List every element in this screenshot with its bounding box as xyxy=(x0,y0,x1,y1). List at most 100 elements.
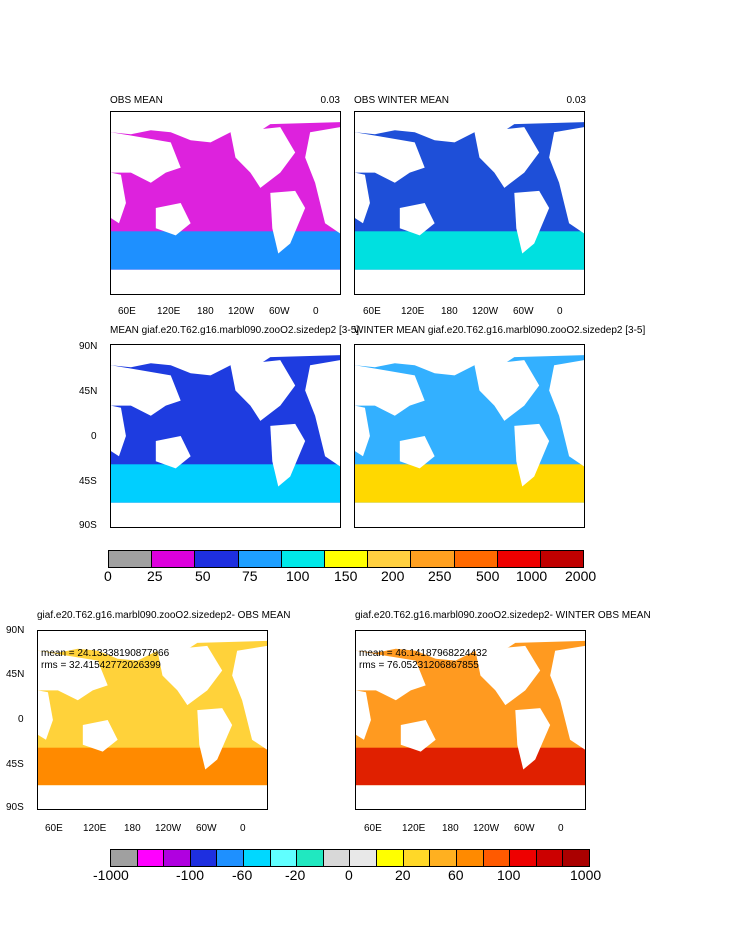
colorbar-bottom xyxy=(110,849,590,867)
mean-value: mean = 46.14187968224432 xyxy=(359,648,488,659)
colorbar-swatch xyxy=(109,551,153,567)
southern-ocean-band xyxy=(111,464,340,503)
lat-label: 90N xyxy=(6,625,25,636)
lon-label: 180 xyxy=(441,306,458,317)
rms-value: rms = 32.41542772026399 xyxy=(41,660,161,671)
africa-europe-landmask xyxy=(549,127,584,234)
lon-label: 60W xyxy=(269,306,290,317)
north-landmask xyxy=(111,345,340,376)
lon-label: 60W xyxy=(514,823,535,834)
colorbar-swatch xyxy=(563,850,589,866)
lat-label: 45S xyxy=(6,759,24,770)
panel-title: MEAN giaf.e20.T62.g16.marbl090.zooO2.siz… xyxy=(110,325,360,336)
colorbar-swatch xyxy=(368,551,412,567)
south-america-landmask xyxy=(270,423,306,487)
colorbar-swatch xyxy=(411,551,455,567)
africa-west-landmask xyxy=(356,690,371,740)
colorbar-label: 500 xyxy=(476,568,500,584)
antarctica-landmask xyxy=(111,269,340,294)
colorbar-swatch xyxy=(350,850,378,866)
north-landmask xyxy=(38,631,267,661)
lat-label: 90S xyxy=(6,802,24,813)
colorbar-swatch xyxy=(497,551,541,567)
lon-label: 120W xyxy=(228,306,255,317)
asia-landmask xyxy=(355,132,425,183)
antarctica-landmask xyxy=(38,785,267,809)
ocean-field xyxy=(355,345,584,527)
australia-landmask xyxy=(400,720,436,752)
lon-label: 60W xyxy=(513,306,534,317)
lon-label: 0 xyxy=(240,823,246,834)
africa-west-landmask xyxy=(355,172,370,224)
colorbar-swatch xyxy=(324,551,369,567)
africa-west-landmask xyxy=(111,172,126,224)
lon-label: 120W xyxy=(472,306,499,317)
australia-landmask xyxy=(399,203,435,236)
lon-label: 180 xyxy=(442,823,459,834)
south-america-landmask xyxy=(270,190,306,254)
colorbar-label: 1000 xyxy=(570,867,602,883)
north-landmask xyxy=(355,345,584,376)
lat-label: 45N xyxy=(79,386,98,397)
asia-landmask xyxy=(38,650,108,701)
asia-landmask xyxy=(356,650,426,701)
africa-europe-landmask xyxy=(305,360,340,467)
africa-europe-landmask xyxy=(232,645,267,750)
colorbar-label: 1000 xyxy=(516,568,548,584)
panel-title: giaf.e20.T62.g16.marbl090.zooO2.sizedep2… xyxy=(37,610,291,621)
asia-landmask xyxy=(111,132,181,183)
colorbar-swatch xyxy=(137,850,165,866)
south-america-landmask xyxy=(515,708,551,770)
map-obs-winter-mean xyxy=(354,111,585,295)
colorbar-swatch xyxy=(152,551,196,567)
colorbar-swatch xyxy=(217,850,245,866)
map-model-winter-mean xyxy=(354,344,585,528)
colorbar-swatch xyxy=(454,551,498,567)
colorbar-label: -20 xyxy=(285,867,306,883)
panel-corner-value: 0.03 xyxy=(566,95,586,106)
lat-label: 45N xyxy=(6,669,25,680)
colorbar-swatch xyxy=(111,850,138,866)
colorbar-label: 250 xyxy=(428,568,452,584)
mean-value: mean = 24.13338190877966 xyxy=(41,648,170,659)
africa-west-landmask xyxy=(111,405,126,457)
colorbar-swatch xyxy=(297,850,324,866)
australia-landmask xyxy=(399,436,435,469)
map-diff-winter-mean xyxy=(355,630,586,810)
asia-landmask xyxy=(355,365,425,416)
colorbar-swatch xyxy=(281,551,325,567)
colorbar-label: -100 xyxy=(176,867,205,883)
colorbar-label: -60 xyxy=(232,867,253,883)
southern-ocean-band xyxy=(38,747,267,786)
lon-label: 120E xyxy=(157,306,181,317)
south-america-landmask xyxy=(514,190,550,254)
lon-label: 120E xyxy=(402,823,426,834)
lon-label: 120E xyxy=(401,306,425,317)
ocean-field xyxy=(111,112,340,294)
north-america-landmask xyxy=(157,645,223,706)
southern-ocean-band xyxy=(355,464,584,503)
colorbar-label: 0 xyxy=(104,568,112,584)
colorbar-swatch xyxy=(190,850,218,866)
colorbar-label: -1000 xyxy=(93,867,129,883)
panel-title: OBS MEAN xyxy=(110,95,163,106)
lat-label: 90N xyxy=(79,341,98,352)
lat-label: 0 xyxy=(18,714,24,725)
colorbar-swatch xyxy=(195,551,239,567)
panel-title: giaf.e20.T62.g16.marbl090.zooO2.sizedep2… xyxy=(355,610,651,621)
lon-label: 120E xyxy=(83,823,107,834)
southern-ocean-band xyxy=(111,231,340,270)
asia-landmask xyxy=(111,365,181,416)
north-america-landmask xyxy=(474,360,540,421)
ocean-field xyxy=(111,345,340,527)
colorbar-label: 60 xyxy=(448,867,464,883)
colorbar-label: 20 xyxy=(395,867,411,883)
antarctica-landmask xyxy=(355,502,584,527)
africa-west-landmask xyxy=(355,405,370,457)
australia-landmask xyxy=(82,720,118,752)
colorbar-swatch xyxy=(238,551,282,567)
colorbar-swatch xyxy=(483,850,511,866)
southern-ocean-band xyxy=(356,747,585,786)
colorbar-label: 25 xyxy=(147,568,163,584)
lon-label: 60E xyxy=(363,306,381,317)
